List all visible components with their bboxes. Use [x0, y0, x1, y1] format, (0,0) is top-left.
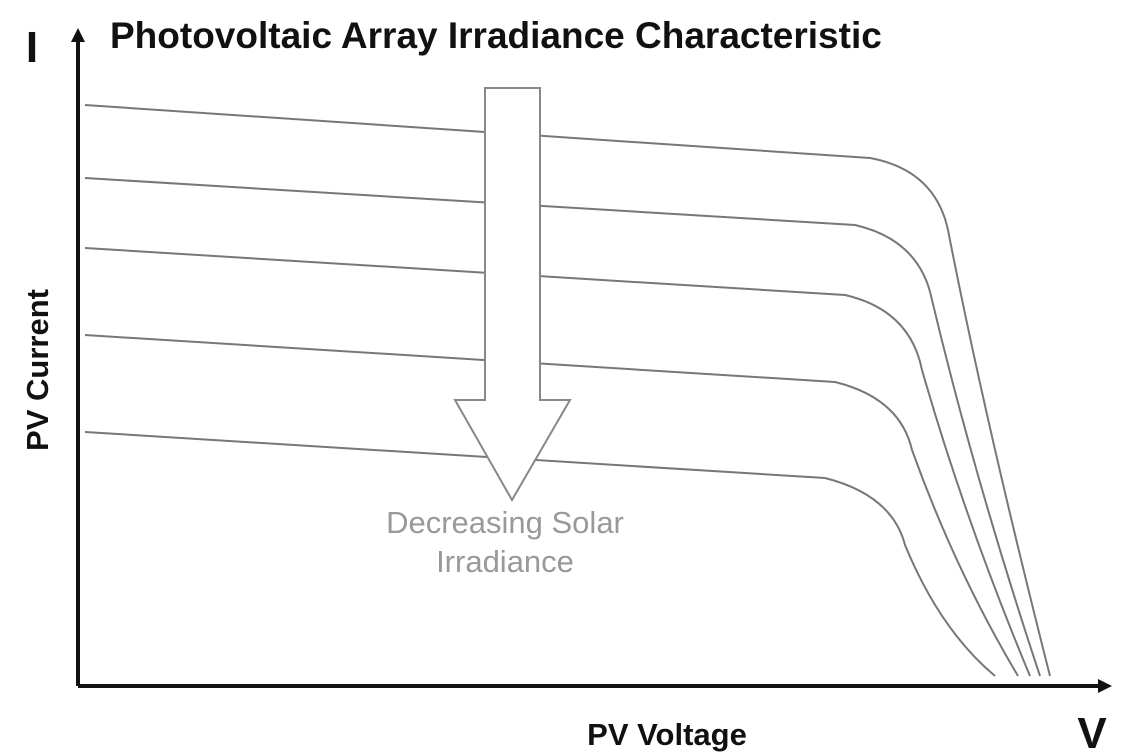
- x-axis-arrow: [1098, 679, 1112, 693]
- annotation-line: Irradiance: [436, 544, 574, 579]
- iv-curve: [84, 177, 1041, 677]
- x-axis-symbol: V: [1077, 709, 1107, 753]
- y-axis-label: PV Current: [20, 289, 55, 451]
- y-axis-arrow: [71, 28, 85, 42]
- iv-curve: [84, 104, 1051, 677]
- annotation-line: Decreasing Solar: [386, 505, 624, 540]
- title: Photovoltaic Array Irradiance Characteri…: [110, 15, 882, 56]
- iv-curve: [84, 431, 996, 677]
- y-axis-symbol: I: [26, 23, 38, 72]
- iv-curve: [84, 334, 1019, 677]
- decrease-arrow: [453, 87, 572, 503]
- iv-curve: [84, 247, 1031, 677]
- x-axis-label: PV Voltage: [587, 717, 747, 752]
